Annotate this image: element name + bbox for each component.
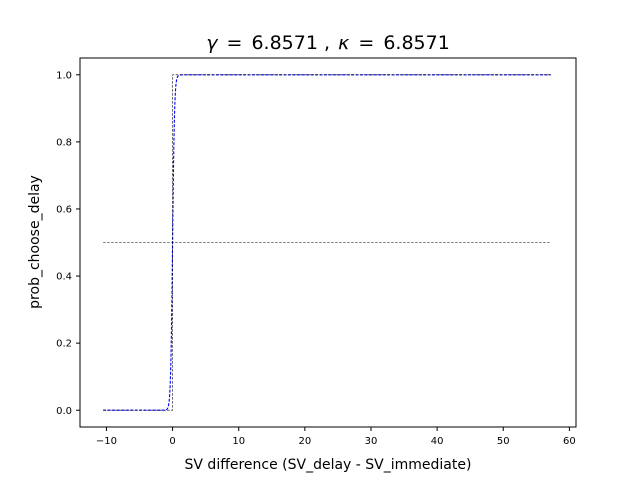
y-tick-label: 0.2 <box>56 339 72 350</box>
y-tick-label: 0.8 <box>56 137 72 148</box>
x-tick-label: 10 <box>232 436 245 447</box>
chart-title: γ = 6.8571 , κ = 6.8571 <box>206 32 450 54</box>
title-gamma-symbol: γ <box>206 32 219 54</box>
plot-area <box>103 74 551 411</box>
title-kappa-value: 6.8571 <box>383 32 449 54</box>
axes: −10 0 10 20 30 40 50 60 0.0 0.2 0.4 0.6 0.8 1.0 <box>56 57 577 447</box>
y-axis-label: prob_choose_delay <box>27 175 43 309</box>
title-gamma-value: 6.8571 <box>251 32 317 54</box>
y-tick-label: 0.4 <box>56 272 72 283</box>
axes-frame <box>79 57 577 428</box>
x-tick-label: 40 <box>431 436 444 447</box>
y-tick-label: 0.0 <box>56 406 72 417</box>
x-tick-label: −10 <box>96 436 117 447</box>
logistic-curve <box>103 74 551 411</box>
y-tick-label: 1.0 <box>56 70 72 81</box>
title-kappa-symbol: κ <box>338 32 350 54</box>
title-equals-2: = <box>358 32 374 54</box>
x-tick-label: 20 <box>298 436 311 447</box>
x-tick-label: 0 <box>169 436 175 447</box>
y-tick-label: 0.6 <box>56 205 72 216</box>
x-tick-label: 60 <box>563 436 576 447</box>
x-tick-label: 50 <box>497 436 510 447</box>
x-axis-label: SV difference (SV_delay - SV_immediate) <box>185 457 472 473</box>
title-separator: , <box>324 32 330 54</box>
x-tick-label: 30 <box>365 436 378 447</box>
title-equals-1: = <box>227 32 243 54</box>
